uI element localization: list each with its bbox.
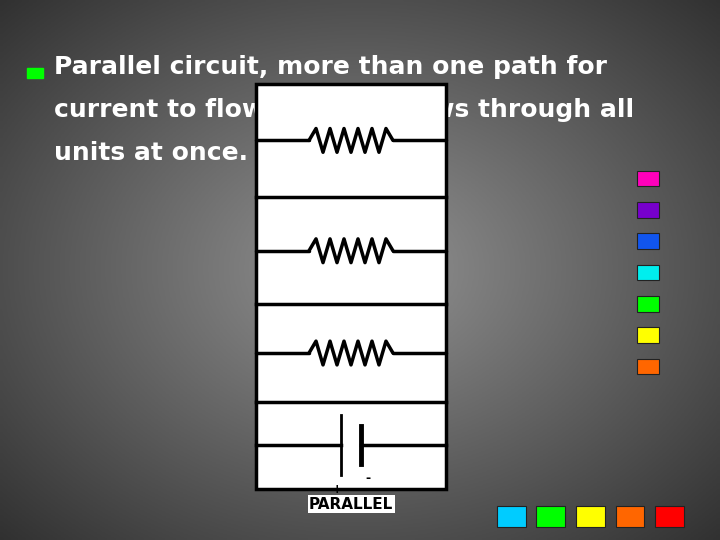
Bar bbox=[637, 265, 659, 280]
Bar bbox=[616, 506, 644, 526]
Text: PARALLEL: PARALLEL bbox=[309, 497, 393, 512]
Bar bbox=[27, 68, 43, 78]
Text: current to flow, current flows through all: current to flow, current flows through a… bbox=[54, 98, 634, 122]
Bar bbox=[637, 359, 659, 374]
Text: Parallel circuit, more than one path for: Parallel circuit, more than one path for bbox=[54, 55, 607, 79]
Bar bbox=[637, 296, 659, 312]
Bar bbox=[497, 506, 526, 526]
Bar bbox=[637, 327, 659, 343]
Bar bbox=[536, 506, 565, 526]
Bar bbox=[655, 506, 684, 526]
Bar bbox=[637, 171, 659, 186]
Text: -: - bbox=[366, 472, 371, 485]
Bar bbox=[256, 84, 446, 489]
Bar bbox=[637, 233, 659, 249]
Bar bbox=[576, 506, 605, 526]
Text: units at once.: units at once. bbox=[54, 141, 248, 165]
Text: +: + bbox=[332, 483, 343, 496]
Bar bbox=[637, 202, 659, 218]
